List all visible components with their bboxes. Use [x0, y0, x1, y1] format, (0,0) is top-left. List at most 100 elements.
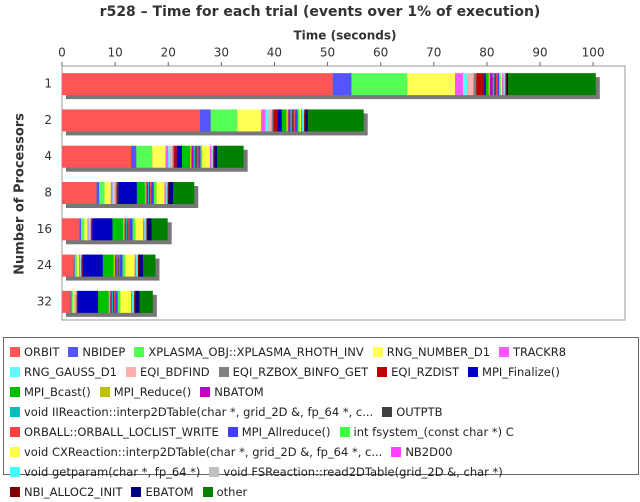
legend-item: MPI_Reduce() [99, 382, 191, 402]
bar-segment [505, 73, 507, 96]
bar-segment [133, 290, 135, 313]
bar-segment [495, 73, 498, 96]
bar-segment [144, 218, 146, 241]
legend-swatch [10, 467, 20, 477]
legend-item: void FSReaction::read2DTable(grid_2D &, … [209, 462, 503, 482]
bar-segment [467, 73, 474, 96]
x-tick-label: 50 [320, 46, 335, 60]
bar-segment [303, 109, 305, 132]
legend-label: int fsystem_(const char *) C [353, 425, 514, 439]
bar-segment [79, 218, 82, 241]
bar-segment [74, 254, 77, 277]
legend-label: XPLASMA_OBJ::XPLASMA_RHOTH_INV [148, 345, 364, 359]
bar-segment [62, 109, 201, 132]
legend-swatch [10, 427, 20, 437]
bar-segment [76, 254, 79, 277]
bar-segment [156, 182, 165, 204]
bar-segment [75, 290, 77, 313]
legend-item: RNG_NUMBER_D1 [372, 342, 491, 362]
legend-swatch [339, 427, 350, 437]
bar-segment [463, 73, 468, 96]
bar-segment [476, 73, 485, 96]
bar-segment [484, 73, 486, 96]
legend-swatch [10, 407, 20, 417]
bar-segment [146, 218, 148, 241]
bar-segment [81, 218, 85, 241]
legend-swatch [202, 487, 213, 497]
y-axis-label: Number of Processors [13, 113, 28, 275]
bar-segment [488, 73, 491, 96]
bar-segment [210, 145, 212, 168]
bar-segment [81, 254, 83, 277]
bar-segment [84, 218, 88, 241]
legend-label: EBATOM [145, 485, 194, 499]
bar-segment [166, 182, 168, 204]
legend-item: void CXReaction::interp2DTable(char *, g… [10, 442, 382, 462]
bar-segment [351, 73, 408, 96]
bar-segment [99, 182, 105, 204]
bar-segment [139, 254, 144, 277]
bar-segment [96, 182, 100, 204]
bar-segment [152, 145, 166, 168]
x-tick-label: 0 [58, 46, 66, 60]
bar-segment [499, 73, 501, 96]
bar-segment [191, 145, 194, 168]
bar-segment [125, 254, 135, 277]
bar-segment [131, 145, 137, 168]
bar-segment [261, 109, 266, 132]
bar-segment [98, 290, 109, 313]
x-tick-label: 20 [161, 46, 176, 60]
legend-swatch [382, 407, 393, 417]
bar-segment [198, 145, 201, 168]
bar-segment [88, 218, 90, 241]
bar-segment [62, 145, 132, 168]
bar-segment [281, 109, 287, 132]
legend-item: RNG_GAUSS_D1 [10, 362, 117, 382]
legend-item: NBIDEP [68, 342, 125, 362]
bar-segment [112, 218, 124, 241]
bar-segment [170, 145, 173, 168]
bar-segment [122, 254, 126, 277]
x-axis-label: Time (seconds) [293, 29, 396, 43]
legend-swatch [125, 367, 136, 377]
bar-segment [77, 290, 99, 313]
chart: r528 – Time for each trial (events over … [13, 4, 626, 321]
bar-segment [118, 182, 137, 204]
bar-segment [111, 290, 113, 313]
bar-segment [62, 218, 80, 241]
legend-label: EQI_RZDIST [391, 365, 460, 379]
bar-segment [115, 254, 117, 277]
legend-swatch [99, 387, 110, 397]
bar-segment [332, 73, 352, 96]
bar-segment [75, 290, 76, 313]
bar-segment [176, 145, 183, 168]
y-tick-label: 24 [37, 258, 52, 272]
x-tick-label: 30 [214, 46, 229, 60]
bar-segment [190, 145, 192, 168]
bar-segment [146, 182, 149, 204]
bar-segment [299, 109, 302, 132]
legend-item: MPI_Finalize() [468, 362, 560, 382]
bar-segment [193, 145, 196, 168]
bar-segment [271, 109, 274, 132]
page: {"chart_data": {"type": "stacked-horizon… [3, 4, 639, 499]
legend: ORBIT NBIDEP XPLASMA_OBJ::XPLASMA_RHOTH_IN… [3, 337, 639, 499]
bar-segment [110, 290, 112, 313]
legend-item: int fsystem_(const char *) C [339, 422, 514, 442]
legend-swatch [227, 427, 238, 437]
legend-label: void CXReaction::interp2DTable(char *, g… [24, 445, 383, 459]
legend-item: void IIReaction::interp2DTable(char *, g… [10, 402, 373, 422]
legend-label: RNG_NUMBER_D1 [386, 345, 491, 359]
bar-segment [135, 254, 137, 277]
legend-label: NBIDEP [82, 345, 126, 359]
bar-segment [78, 254, 81, 277]
bar-segment [80, 254, 81, 277]
bar-segment [128, 218, 130, 241]
legend-item: void getparam(char *, fp_64 *) [10, 462, 200, 482]
bar-segment [62, 182, 97, 204]
bar-segment [508, 73, 596, 96]
bar-segment [173, 182, 195, 204]
bar-segment [124, 218, 127, 241]
bar-segment [82, 254, 103, 277]
bar-segment [145, 218, 147, 241]
